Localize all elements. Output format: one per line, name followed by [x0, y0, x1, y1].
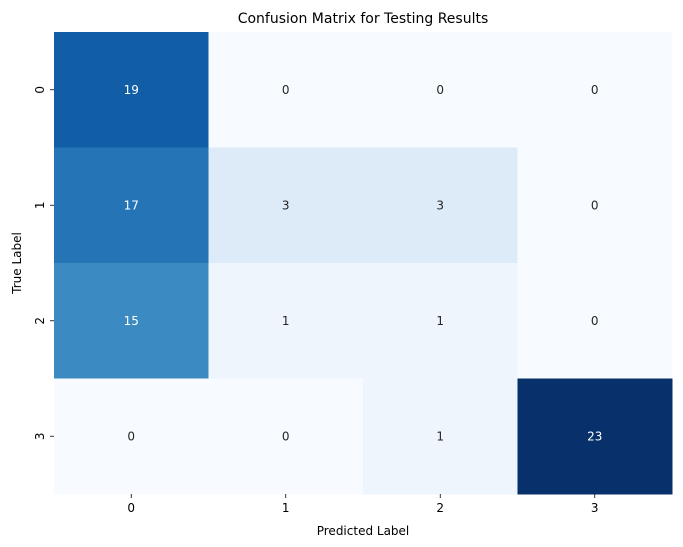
cell-value-label: 0	[282, 429, 290, 443]
heatmap-cell	[208, 378, 364, 495]
heatmap-cell	[363, 263, 518, 379]
cell-value-label: 0	[591, 314, 599, 328]
x-axis-label: Predicted Label	[317, 524, 410, 538]
x-tick-label: 0	[127, 501, 135, 515]
y-tick-label: 0	[33, 86, 47, 94]
cell-value-label: 0	[436, 83, 444, 97]
heatmap-cell	[54, 32, 209, 148]
heatmap-cell	[363, 147, 518, 264]
y-axis-label: True Label	[10, 232, 24, 295]
heatmap-cell	[208, 32, 364, 148]
heatmap-cell	[208, 147, 364, 264]
cell-value-label: 1	[436, 314, 444, 328]
cell-value-label: 1	[282, 314, 290, 328]
cell-value-label: 0	[282, 83, 290, 97]
cell-value-label: 17	[124, 198, 139, 212]
cell-value-label: 0	[591, 83, 599, 97]
x-tick-label: 2	[436, 501, 444, 515]
heatmap-cell-labels: 19 0 0 0 17 3 3 0 15 1 1 0 0 0 1 23	[124, 83, 603, 444]
cell-value-label: 19	[124, 83, 139, 97]
y-tick-label: 3	[33, 432, 47, 440]
x-tick-label: 3	[591, 501, 599, 515]
chart-title: Confusion Matrix for Testing Results	[238, 11, 489, 27]
y-tick-label: 1	[33, 201, 47, 209]
heatmap-cell	[363, 378, 518, 495]
cell-value-label: 0	[591, 198, 599, 212]
heatmap-cells	[54, 32, 673, 495]
cell-value-label: 0	[127, 429, 135, 443]
cell-value-label: 3	[436, 198, 444, 212]
heatmap-cell	[54, 147, 209, 264]
x-tick-label: 1	[282, 501, 290, 515]
heatmap-cell	[208, 263, 364, 379]
x-axis-ticks: 0 1 2 3	[127, 494, 599, 515]
cell-value-label: 3	[282, 198, 290, 212]
y-axis-ticks: 0 1 2 3	[33, 86, 54, 440]
heatmap-cell	[517, 32, 673, 148]
y-tick-label: 2	[33, 317, 47, 325]
cell-value-label: 1	[436, 429, 444, 443]
heatmap-cell	[54, 378, 209, 495]
cell-value-label: 23	[587, 429, 602, 443]
cell-value-label: 15	[124, 314, 139, 328]
heatmap-cell	[363, 32, 518, 148]
heatmap-cell	[517, 378, 673, 495]
heatmap-cell	[517, 263, 673, 379]
heatmap-cell	[54, 263, 209, 379]
heatmap-cell	[517, 147, 673, 264]
